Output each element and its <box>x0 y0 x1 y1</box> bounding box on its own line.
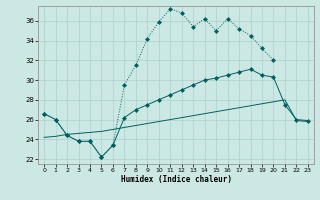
X-axis label: Humidex (Indice chaleur): Humidex (Indice chaleur) <box>121 175 231 184</box>
